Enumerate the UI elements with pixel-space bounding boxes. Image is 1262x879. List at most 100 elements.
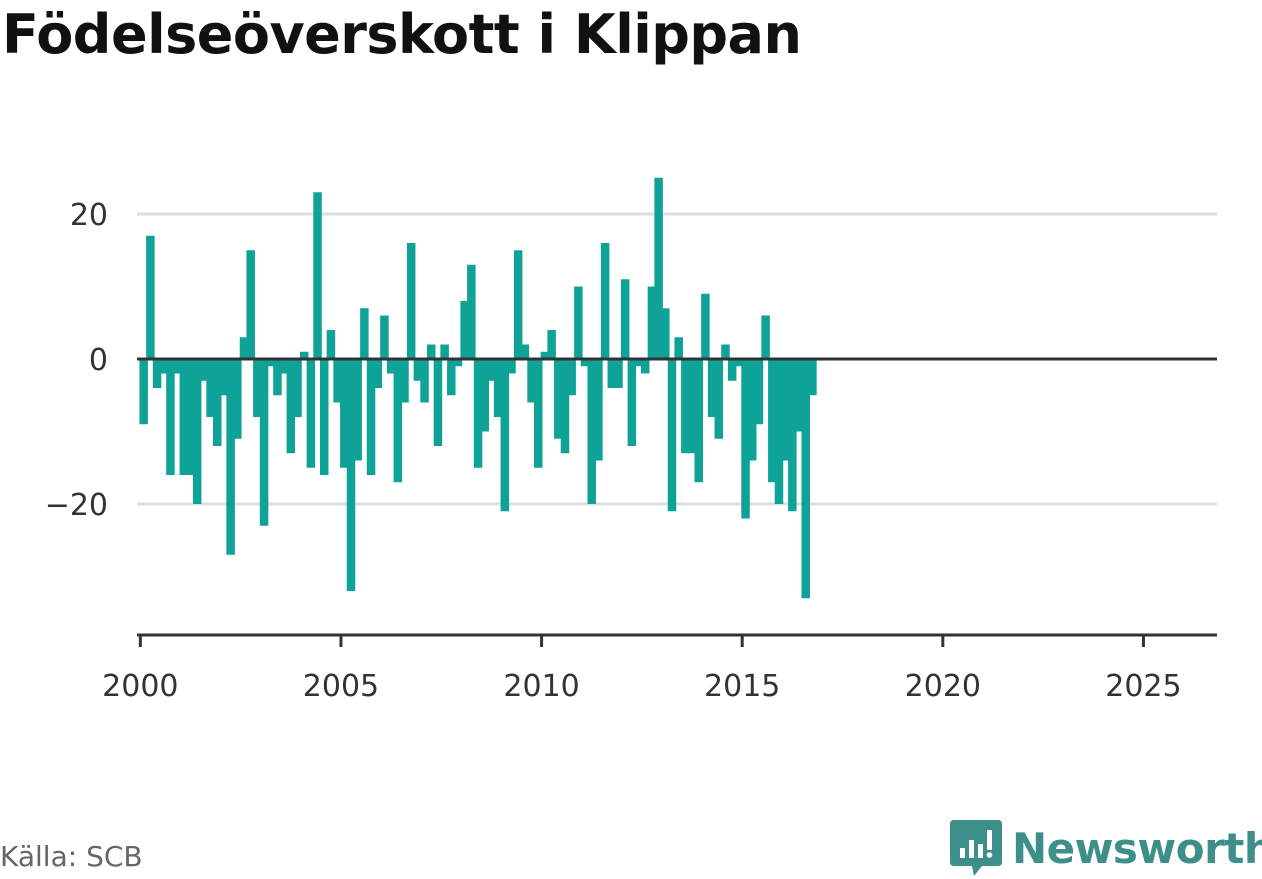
bar bbox=[420, 359, 429, 403]
bar bbox=[259, 359, 269, 526]
bar bbox=[299, 351, 309, 359]
bar bbox=[574, 286, 583, 359]
bar bbox=[627, 359, 637, 446]
bar bbox=[667, 359, 677, 512]
bar bbox=[607, 359, 617, 388]
bar bbox=[273, 359, 282, 396]
bar bbox=[547, 330, 556, 359]
chart-title: Födelseöverskott i Klippan bbox=[2, 3, 802, 66]
bar bbox=[600, 243, 610, 359]
bar bbox=[594, 359, 603, 461]
x-tick-label: 2005 bbox=[303, 669, 379, 704]
bar bbox=[774, 359, 784, 504]
bar bbox=[654, 177, 663, 359]
bar bbox=[681, 359, 690, 454]
y-tick-label: 0 bbox=[89, 343, 108, 378]
bar bbox=[540, 351, 550, 359]
bar bbox=[313, 192, 322, 359]
bar bbox=[533, 359, 543, 468]
bar bbox=[206, 359, 215, 417]
bar bbox=[460, 301, 469, 359]
bar bbox=[447, 359, 456, 396]
bar bbox=[560, 359, 570, 454]
bar bbox=[353, 359, 362, 461]
bar bbox=[319, 359, 329, 475]
bar bbox=[694, 359, 703, 483]
bar bbox=[346, 359, 356, 591]
bar bbox=[480, 359, 489, 432]
bar bbox=[340, 359, 349, 468]
bar bbox=[493, 359, 503, 417]
bar bbox=[366, 359, 376, 475]
x-tick-label: 2010 bbox=[503, 669, 579, 704]
brand-name: Newsworthy bbox=[1012, 823, 1262, 873]
bar bbox=[580, 359, 590, 367]
bar bbox=[687, 359, 697, 454]
y-tick-label: 20 bbox=[70, 198, 108, 233]
bar bbox=[788, 359, 797, 512]
bar bbox=[761, 315, 770, 359]
bar bbox=[333, 359, 342, 403]
bar bbox=[661, 308, 670, 359]
bar bbox=[754, 359, 764, 425]
bar bbox=[159, 359, 168, 374]
bar bbox=[527, 359, 536, 403]
bar bbox=[239, 337, 249, 359]
bar bbox=[266, 359, 275, 367]
bar bbox=[172, 359, 182, 374]
bar bbox=[721, 344, 730, 359]
bar bbox=[701, 293, 710, 359]
bar bbox=[199, 359, 209, 381]
bar bbox=[453, 359, 463, 367]
bar bbox=[186, 359, 195, 475]
bar bbox=[413, 359, 423, 381]
bar bbox=[520, 344, 530, 359]
bar bbox=[386, 359, 396, 374]
bar bbox=[634, 359, 643, 367]
bar bbox=[233, 359, 242, 439]
bar bbox=[406, 243, 416, 359]
bar bbox=[433, 359, 443, 446]
bar bbox=[707, 359, 717, 417]
bar bbox=[166, 359, 175, 475]
bar bbox=[734, 359, 744, 367]
bar bbox=[440, 344, 449, 359]
bar bbox=[326, 330, 336, 359]
bar bbox=[747, 359, 757, 461]
bar bbox=[614, 359, 623, 388]
bar bbox=[212, 359, 222, 446]
bar bbox=[647, 286, 657, 359]
bar bbox=[487, 359, 496, 381]
bar bbox=[513, 250, 523, 359]
bar bbox=[179, 359, 189, 475]
y-tick-label: −20 bbox=[45, 488, 108, 523]
bar bbox=[246, 250, 255, 359]
bar bbox=[674, 337, 683, 359]
bar bbox=[714, 359, 724, 439]
bar bbox=[373, 359, 382, 388]
bar bbox=[286, 359, 296, 454]
bar bbox=[741, 359, 750, 519]
source-label: Källa: SCB bbox=[0, 840, 143, 873]
x-tick-label: 2000 bbox=[102, 669, 178, 704]
newsworthy-logo[interactable]: Newsworthy bbox=[948, 818, 1262, 878]
bar bbox=[801, 359, 810, 599]
bar bbox=[400, 359, 409, 403]
bar bbox=[467, 264, 476, 359]
bar bbox=[768, 359, 777, 483]
bar bbox=[620, 279, 630, 359]
bar bbox=[567, 359, 576, 396]
bar bbox=[554, 359, 563, 439]
bar bbox=[293, 359, 302, 417]
bar bbox=[306, 359, 316, 468]
bars bbox=[139, 177, 817, 599]
bar bbox=[192, 359, 202, 504]
bar bbox=[380, 315, 389, 359]
bar bbox=[640, 359, 650, 374]
bar bbox=[219, 359, 229, 396]
bar bbox=[146, 235, 155, 359]
bar bbox=[727, 359, 737, 381]
axes: −20 0 20 2000 2005 2010 2015 2020 2025 bbox=[45, 198, 1217, 704]
bar bbox=[794, 359, 804, 432]
